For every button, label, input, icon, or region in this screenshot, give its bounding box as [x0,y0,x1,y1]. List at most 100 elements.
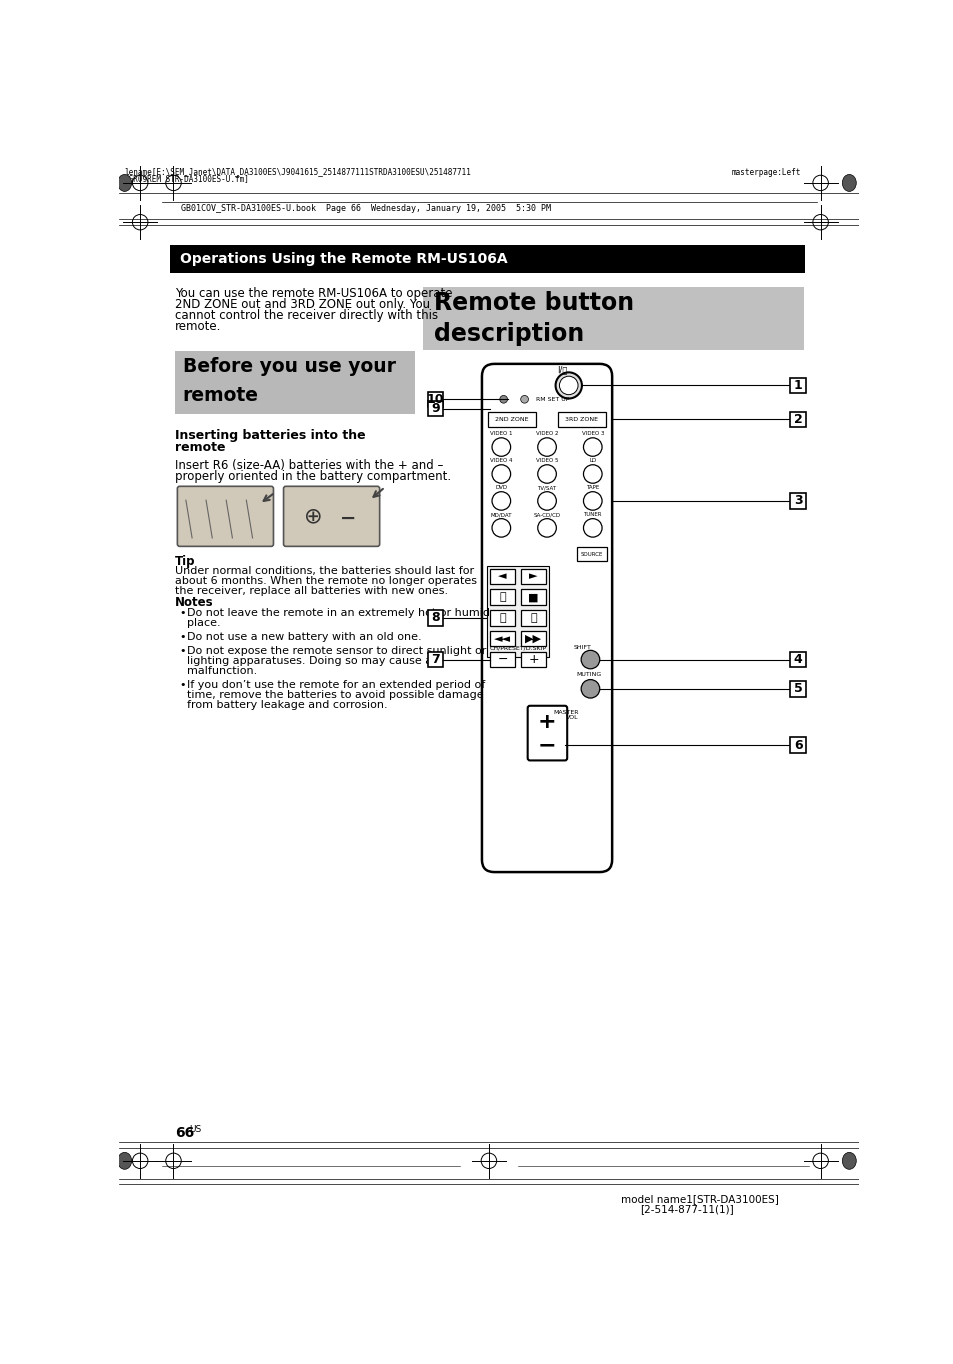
Text: CH/PRESET/D.SKIP: CH/PRESET/D.SKIP [489,645,546,651]
Bar [427,652,443,667]
Text: ■: ■ [528,592,538,602]
Text: RM SET UP: RM SET UP [536,397,569,402]
FancyBboxPatch shape [283,487,379,547]
Bar [427,401,443,416]
Text: VIDEO 5: VIDEO 5 [536,458,558,464]
Text: ►: ► [529,572,537,581]
Text: Before you use your: Before you use your [183,357,395,376]
Text: −: − [339,509,355,528]
Text: remote: remote [174,441,225,454]
Ellipse shape [117,1153,132,1169]
Text: Operations Using the Remote RM-US106A: Operations Using the Remote RM-US106A [179,252,507,266]
Text: masterpage:Left: masterpage:Left [731,168,800,176]
Text: 1: 1 [793,379,801,391]
Text: the receiver, replace all batteries with new ones.: the receiver, replace all batteries with… [174,587,448,596]
Bar [489,589,515,604]
Text: Under normal conditions, the batteries should last for: Under normal conditions, the batteries s… [174,566,474,577]
Circle shape [492,438,510,457]
Text: remote.: remote. [174,321,221,333]
Text: MD/DAT: MD/DAT [490,512,512,517]
Text: I/⏻: I/⏻ [557,366,567,375]
Text: 3: 3 [793,494,801,507]
Text: −: − [537,735,557,756]
Text: GB01COV_STR-DA3100ES-U.book  Page 66  Wednesday, January 19, 2005  5:30 PM: GB01COV_STR-DA3100ES-U.book Page 66 Wedn… [181,203,551,213]
Text: from battery leakage and corrosion.: from battery leakage and corrosion. [187,700,387,709]
Bar [520,632,546,647]
Text: +: + [537,712,557,732]
Circle shape [583,465,601,483]
Text: ⏸: ⏸ [498,592,505,602]
Text: SOURCE: SOURCE [580,551,602,557]
Text: SHIFT: SHIFT [573,645,591,651]
Bar [790,412,805,427]
Bar [174,351,415,413]
Bar [486,566,549,657]
Bar [790,494,805,509]
Circle shape [537,465,556,483]
Bar [520,589,546,604]
Text: \GR09REM_STR-DA3100ES-U.fm]: \GR09REM_STR-DA3100ES-U.fm] [125,175,250,184]
Text: properly oriented in the battery compartment.: properly oriented in the battery compart… [174,471,451,483]
Bar [489,610,515,626]
Text: VIDEO 2: VIDEO 2 [536,431,558,436]
Circle shape [580,679,599,698]
Text: Do not use a new battery with an old one.: Do not use a new battery with an old one… [187,632,421,642]
Bar [488,412,536,427]
Text: SA-CD/CD: SA-CD/CD [533,512,560,517]
Text: TUNER: TUNER [583,512,601,517]
Text: ▶▶: ▶▶ [524,634,541,644]
Text: Tip: Tip [174,555,195,567]
Text: lename[E:\SEM_Janet\DATA_DA3100ES\J9041615_2514877111STRDA3100ESU\251487711: lename[E:\SEM_Janet\DATA_DA3100ES\J90416… [125,168,471,176]
Circle shape [499,396,507,404]
Text: ⏮: ⏮ [498,612,505,623]
Text: DVD: DVD [495,486,507,490]
Text: 7: 7 [431,653,439,666]
Text: [2-514-877-11(1)]: [2-514-877-11(1)] [639,1204,733,1214]
Text: 5: 5 [793,682,801,696]
Bar [790,738,805,753]
Text: 6: 6 [793,738,801,752]
Text: description: description [434,322,583,346]
Circle shape [583,438,601,457]
Text: VIDEO 3: VIDEO 3 [581,431,603,436]
Text: 8: 8 [431,611,439,625]
Text: lighting apparatuses. Doing so may cause a: lighting apparatuses. Doing so may cause… [187,656,432,666]
Circle shape [555,372,581,398]
Text: 3RD ZONE: 3RD ZONE [565,417,598,421]
Bar [790,681,805,697]
Text: Inserting batteries into the: Inserting batteries into the [174,430,365,442]
FancyBboxPatch shape [481,364,612,872]
Text: place.: place. [187,618,220,627]
Circle shape [537,491,556,510]
Text: Notes: Notes [174,596,213,610]
Bar [790,652,805,667]
Text: LD: LD [589,458,596,464]
Text: TAPE: TAPE [585,486,598,490]
Text: You can use the remote RM-US106A to operate: You can use the remote RM-US106A to oper… [174,286,452,300]
Bar [520,610,546,626]
Text: •: • [179,645,185,656]
Text: model name1[STR-DA3100ES]: model name1[STR-DA3100ES] [620,1194,779,1204]
FancyBboxPatch shape [177,487,274,547]
Text: US: US [189,1125,201,1133]
Bar [489,632,515,647]
Text: Do not expose the remote sensor to direct sunlight or: Do not expose the remote sensor to direc… [187,645,485,656]
Circle shape [580,651,599,668]
Text: TV/SAT: TV/SAT [537,486,556,490]
Text: •: • [179,632,185,642]
Bar [427,391,443,406]
FancyBboxPatch shape [527,705,567,761]
Ellipse shape [117,175,132,191]
Bar [577,547,606,561]
Bar [790,378,805,393]
Text: 10: 10 [426,393,444,406]
Text: Remote button: Remote button [434,292,634,315]
Text: 9: 9 [431,402,439,415]
Text: ⏭: ⏭ [530,612,537,623]
Bar [422,286,803,351]
Bar [489,652,515,667]
Text: •: • [179,608,185,618]
Text: 2: 2 [793,413,801,426]
Text: 66: 66 [174,1127,194,1140]
Text: •: • [179,679,185,690]
